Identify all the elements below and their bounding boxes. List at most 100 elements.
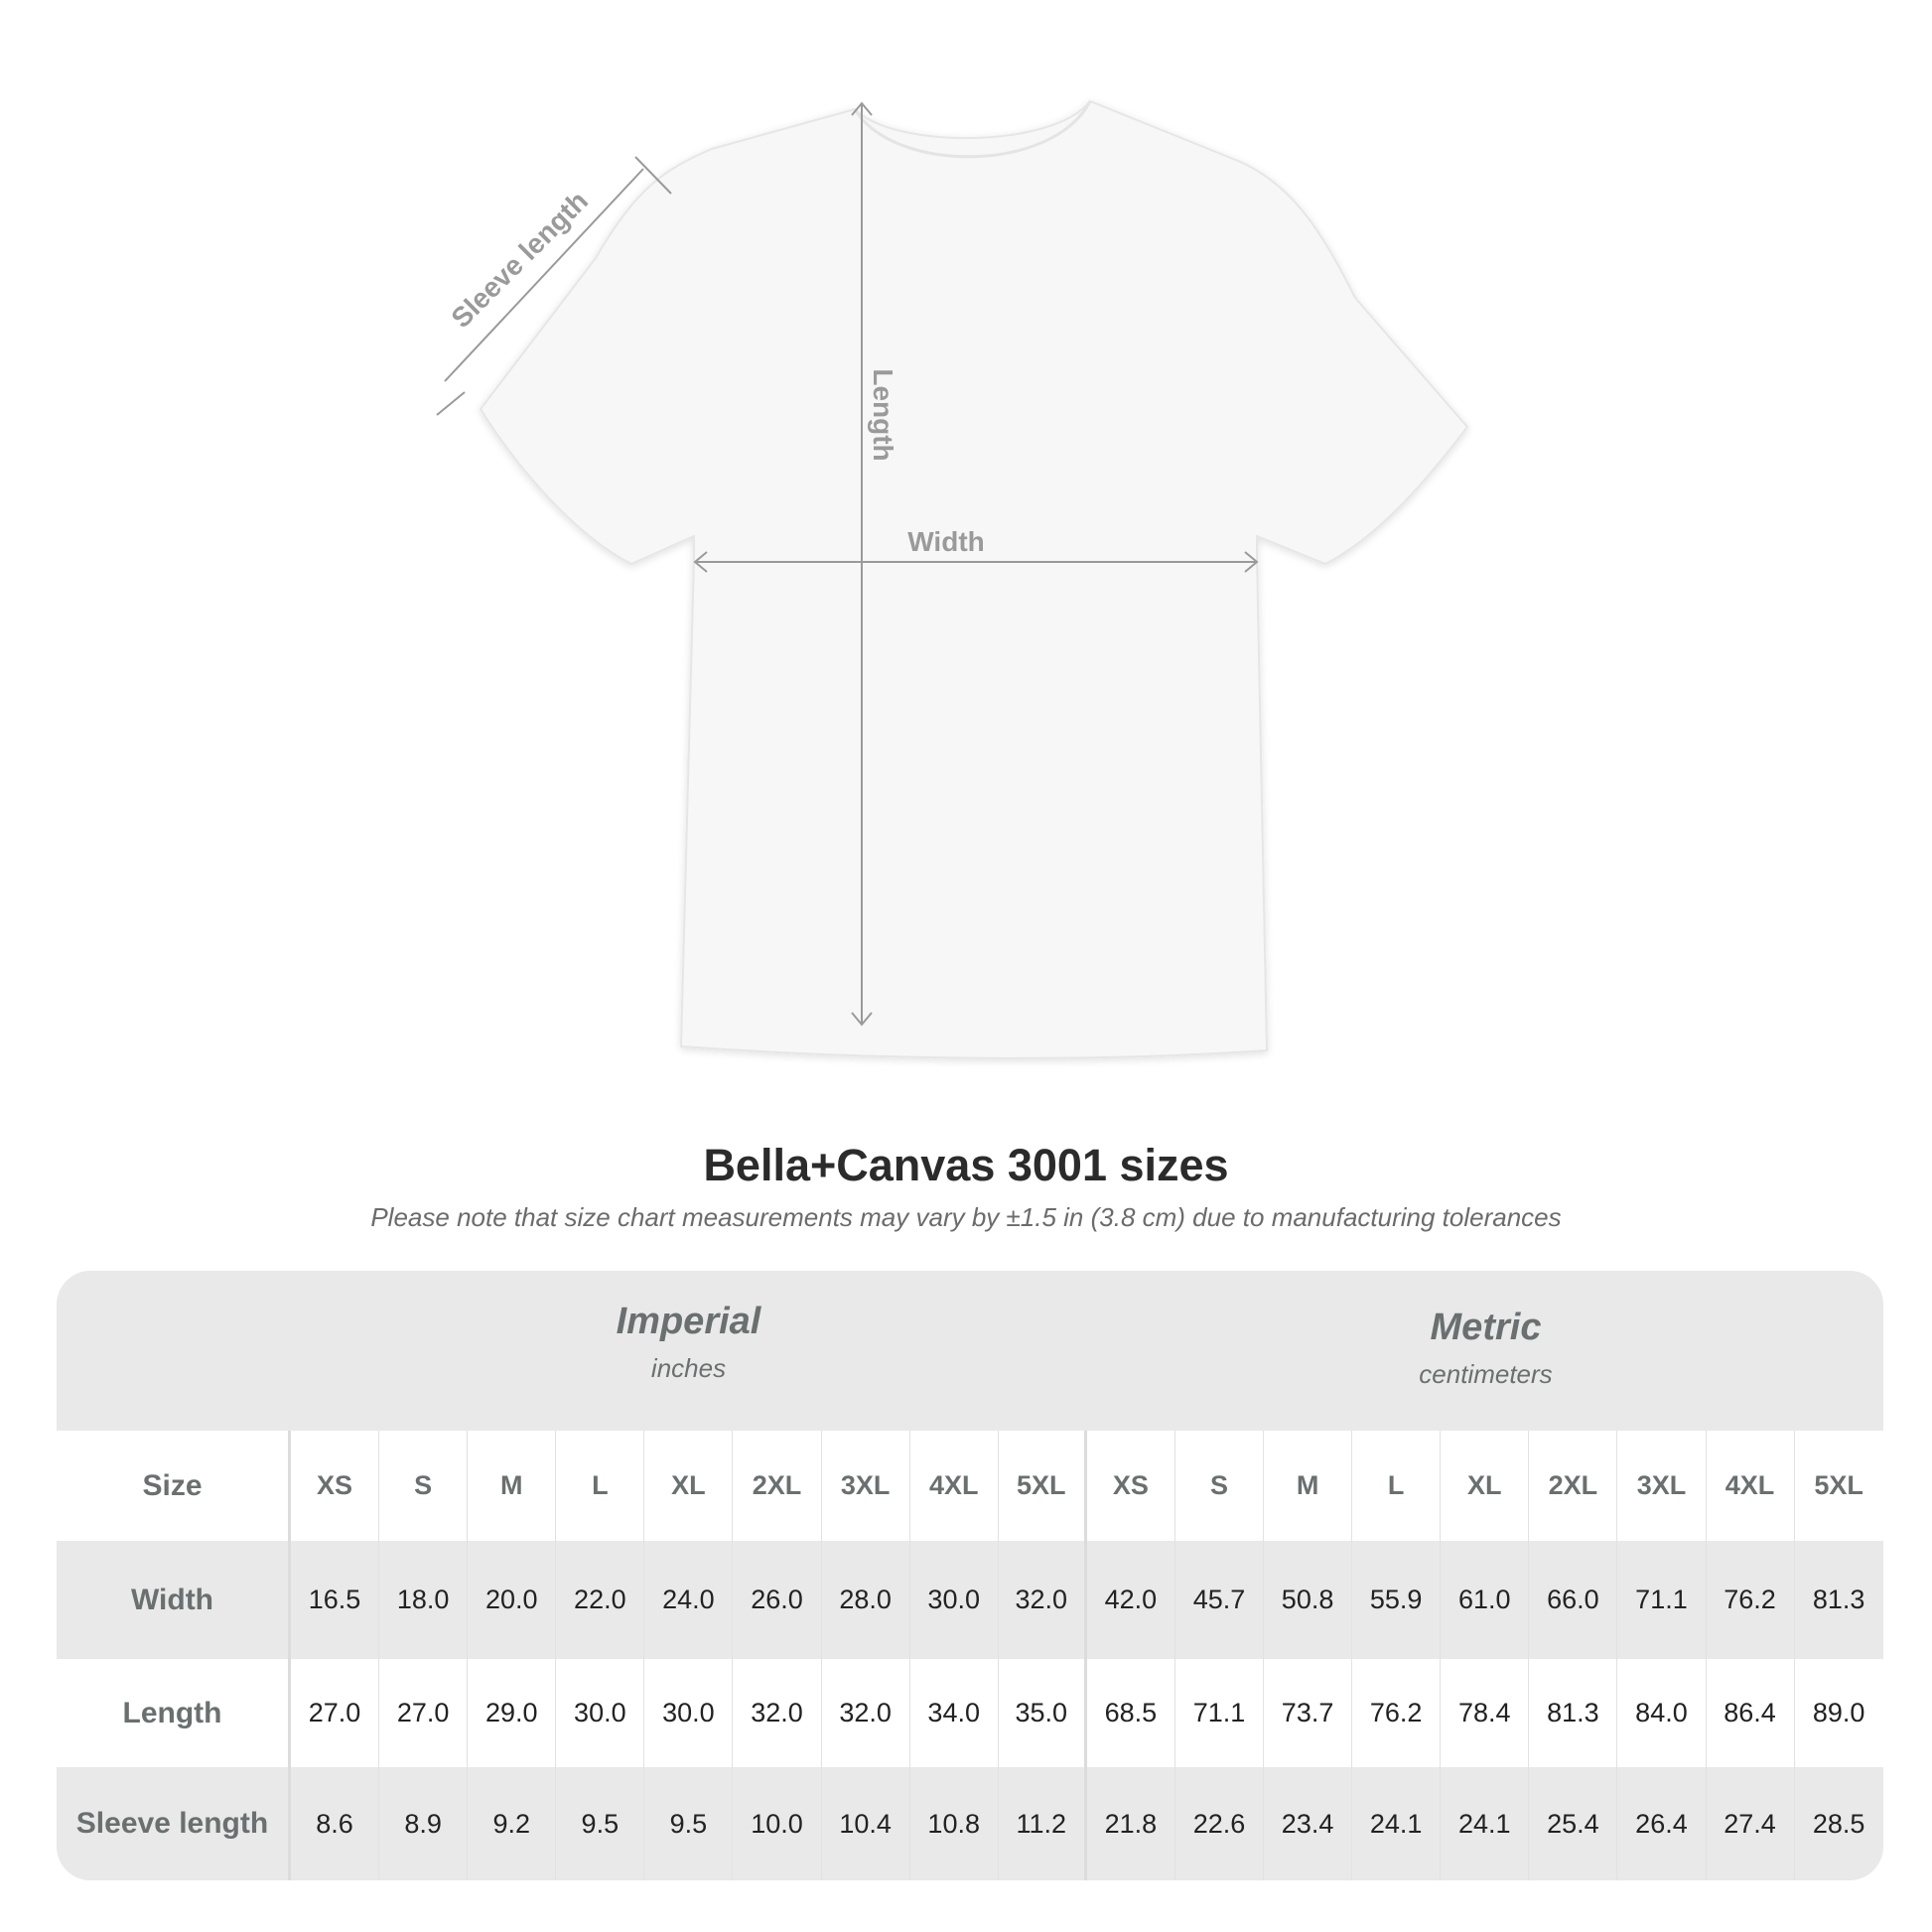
table-cell: 24.1 bbox=[1352, 1767, 1442, 1880]
page-title: Bella+Canvas 3001 sizes bbox=[703, 1140, 1229, 1190]
table-cell: 34.0 bbox=[910, 1659, 999, 1767]
sleeve-tick-icon bbox=[436, 391, 466, 416]
table-cell: 10.0 bbox=[733, 1767, 822, 1880]
group-unit: centimeters bbox=[1419, 1359, 1553, 1389]
table-row: Sleeve length 8.6 8.9 9.2 9.5 9.5 10.0 10.4 10.8… bbox=[57, 1767, 1883, 1880]
row-label: Size bbox=[57, 1431, 291, 1541]
table-cell: 27.4 bbox=[1707, 1767, 1795, 1880]
size-header: XL bbox=[644, 1431, 734, 1541]
table-cell: 45.7 bbox=[1175, 1541, 1265, 1659]
arrow-right-icon bbox=[1244, 551, 1259, 573]
size-header: 5XL bbox=[999, 1431, 1087, 1541]
size-header: S bbox=[379, 1431, 469, 1541]
table-cell: 26.4 bbox=[1617, 1767, 1707, 1880]
table-cell: 86.4 bbox=[1707, 1659, 1795, 1767]
table-cell: 76.2 bbox=[1352, 1659, 1442, 1767]
width-label: Width bbox=[907, 526, 985, 557]
table-cell: 30.0 bbox=[556, 1659, 645, 1767]
table-cell: 81.3 bbox=[1529, 1659, 1618, 1767]
row-label: Width bbox=[57, 1541, 291, 1659]
size-header: L bbox=[1352, 1431, 1442, 1541]
size-header: 5XL bbox=[1814, 1470, 1863, 1500]
size-header: S bbox=[1175, 1431, 1265, 1541]
table-cell: 71.1 bbox=[1175, 1659, 1265, 1767]
table-row: Width 16.5 18.0 20.0 22.0 24.0 26.0 28.0 30.0 32.… bbox=[57, 1541, 1883, 1659]
table-cell: 24.1 bbox=[1441, 1767, 1530, 1880]
sleeve-tick-icon bbox=[634, 156, 672, 195]
table-cell: 76.2 bbox=[1707, 1541, 1795, 1659]
arrow-left-icon bbox=[693, 551, 708, 573]
table-cell: 68.5 bbox=[1087, 1659, 1175, 1767]
size-header: 4XL bbox=[910, 1431, 999, 1541]
size-header: 3XL bbox=[1617, 1431, 1707, 1541]
table-cell: 9.2 bbox=[468, 1767, 557, 1880]
size-header: 3XL bbox=[822, 1431, 910, 1541]
tshirt-diagram: Sleeve length Length Width bbox=[436, 99, 1469, 1059]
size-header: L bbox=[556, 1431, 645, 1541]
collar bbox=[853, 100, 1092, 159]
size-header: 2XL bbox=[733, 1431, 822, 1541]
table-cell: 25.4 bbox=[1529, 1767, 1618, 1880]
table-cell: 89.0 bbox=[1812, 1698, 1865, 1727]
size-header: XS bbox=[291, 1431, 380, 1541]
size-header: XS bbox=[1087, 1431, 1175, 1541]
table-cell: 66.0 bbox=[1529, 1541, 1618, 1659]
table-cell: 55.9 bbox=[1352, 1541, 1442, 1659]
table-cell: 71.1 bbox=[1617, 1541, 1707, 1659]
measurement-guides bbox=[436, 101, 1259, 1027]
size-header: 4XL bbox=[1707, 1431, 1795, 1541]
table-cell: 29.0 bbox=[468, 1659, 557, 1767]
table-cell: 84.0 bbox=[1617, 1659, 1707, 1767]
units-header: Imperial inches Metric centimeters bbox=[57, 1271, 1883, 1431]
group-name: Metric bbox=[1430, 1307, 1542, 1348]
table-cell: 73.7 bbox=[1264, 1659, 1353, 1767]
size-header: M bbox=[1264, 1431, 1353, 1541]
size-header: M bbox=[468, 1431, 557, 1541]
table-cell: 30.0 bbox=[910, 1541, 999, 1659]
table-cell: 32.0 bbox=[822, 1659, 910, 1767]
row-label: Length bbox=[57, 1659, 291, 1767]
table-cell: 78.4 bbox=[1441, 1659, 1530, 1767]
table-cell: 24.0 bbox=[644, 1541, 734, 1659]
table-cell: 21.8 bbox=[1087, 1767, 1175, 1880]
table-cell: 22.0 bbox=[556, 1541, 645, 1659]
size-table: Imperial inches Metric centimeters Size X… bbox=[57, 1271, 1883, 1880]
tshirt-shape bbox=[479, 99, 1469, 1059]
table-cell: 81.3 bbox=[1812, 1585, 1865, 1614]
arrow-down-icon bbox=[851, 1012, 873, 1027]
table-cell: 10.4 bbox=[822, 1767, 910, 1880]
table-cell: 20.0 bbox=[468, 1541, 557, 1659]
table-cell: 22.6 bbox=[1175, 1767, 1265, 1880]
size-header: 2XL bbox=[1529, 1431, 1618, 1541]
table-cell: 8.9 bbox=[379, 1767, 469, 1880]
table-cell: 11.2 bbox=[999, 1767, 1087, 1880]
length-label: Length bbox=[868, 368, 898, 461]
table-cell: 50.8 bbox=[1264, 1541, 1353, 1659]
sleeve-length-guide bbox=[444, 168, 644, 382]
table-cell: 9.5 bbox=[644, 1767, 734, 1880]
table-cell: 28.0 bbox=[822, 1541, 910, 1659]
table-row: Length 27.0 27.0 29.0 30.0 30.0 32.0 32.0 34.0 35… bbox=[57, 1659, 1883, 1767]
table-row: Size XS S M L XL 2XL 3XL 4XL 5XL XS S M L XL 2XL 3XL 4XL 5… bbox=[57, 1431, 1883, 1541]
table-cell: 9.5 bbox=[556, 1767, 645, 1880]
table-cell: 16.5 bbox=[291, 1541, 380, 1659]
table-cell: 35.0 bbox=[999, 1659, 1087, 1767]
table-cell: 32.0 bbox=[999, 1541, 1087, 1659]
tolerance-note: Please note that size chart measurements… bbox=[370, 1202, 1562, 1232]
group-name: Imperial bbox=[616, 1301, 761, 1342]
table-cell: 32.0 bbox=[733, 1659, 822, 1767]
table-cell: 28.5 bbox=[1812, 1808, 1865, 1839]
table-cell: 10.8 bbox=[910, 1767, 999, 1880]
table-cell: 27.0 bbox=[379, 1659, 469, 1767]
table-cell: 30.0 bbox=[644, 1659, 734, 1767]
table-cell: 8.6 bbox=[291, 1767, 380, 1880]
table-cell: 18.0 bbox=[379, 1541, 469, 1659]
table-cell: 27.0 bbox=[291, 1659, 380, 1767]
table-cell: 23.4 bbox=[1264, 1767, 1353, 1880]
table-cell: 26.0 bbox=[733, 1541, 822, 1659]
arrow-up-icon bbox=[851, 101, 873, 116]
table-cell: 42.0 bbox=[1087, 1541, 1175, 1659]
metric-group: Metric centimeters bbox=[1088, 1307, 1883, 1390]
size-header: XL bbox=[1441, 1431, 1530, 1541]
imperial-group: Imperial inches bbox=[291, 1301, 1086, 1384]
